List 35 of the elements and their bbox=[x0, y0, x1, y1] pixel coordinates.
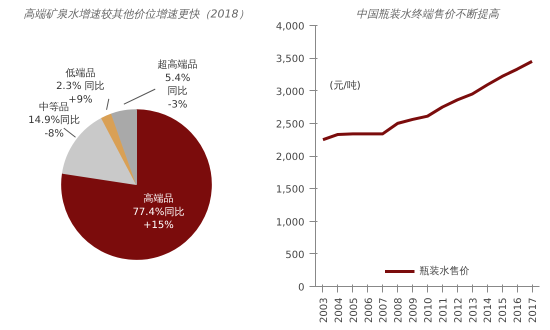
chart-title: 高端矿泉水增速较其他价位增速更快（2018） bbox=[24, 8, 250, 20]
x-tick-label: 2004 bbox=[334, 297, 345, 323]
legend-label: 瓶装水售价 bbox=[420, 264, 470, 278]
x-tick-label: 2011 bbox=[438, 297, 450, 323]
y-tick-label: 1,500 bbox=[276, 184, 305, 196]
y-tick-label: 1,000 bbox=[276, 217, 305, 228]
y-tick-label: 0 bbox=[298, 282, 305, 294]
data-label: 14.9%同比 -8% bbox=[28, 114, 80, 140]
y-tick-label: 2,500 bbox=[276, 119, 305, 130]
x-tick-label: 2014 bbox=[483, 297, 494, 323]
data-label: 77.4%同比 +15% bbox=[132, 206, 184, 232]
x-tick-label: 2017 bbox=[528, 297, 540, 323]
x-tick-label: 2015 bbox=[498, 297, 510, 323]
slice-label: 超高端品 bbox=[158, 58, 198, 71]
line-series bbox=[321, 60, 534, 142]
x-tick-label: 2007 bbox=[378, 297, 390, 323]
y-tick-label: 3,000 bbox=[276, 86, 305, 98]
x-tick-label: 2006 bbox=[364, 297, 375, 323]
x-tick-label: 2003 bbox=[318, 297, 330, 323]
y-tick-label: 500 bbox=[285, 250, 305, 261]
slice-label: 高端品 bbox=[143, 192, 174, 205]
x-tick-label: 2010 bbox=[424, 297, 434, 323]
slice-label: 低端品 bbox=[65, 66, 96, 79]
x-tick-label: 2016 bbox=[513, 297, 524, 323]
y-tick-label: 2,000 bbox=[276, 152, 305, 163]
x-tick-label: 2009 bbox=[408, 297, 420, 323]
y-tick-label: 3,500 bbox=[276, 54, 305, 66]
y-axis-title: (元/吨) bbox=[330, 80, 361, 92]
x-tick-label: 2005 bbox=[348, 297, 360, 323]
y-tick-label: 4,000 bbox=[276, 22, 305, 32]
data-label: 5.4% 同比 -3% bbox=[164, 72, 190, 110]
x-tick-label: 2008 bbox=[394, 297, 405, 323]
x-tick-label: 2012 bbox=[453, 297, 464, 323]
x-tick-label: 2013 bbox=[468, 297, 480, 323]
chart-title: 中国瓶装水终端售价不断提高 bbox=[356, 8, 501, 20]
